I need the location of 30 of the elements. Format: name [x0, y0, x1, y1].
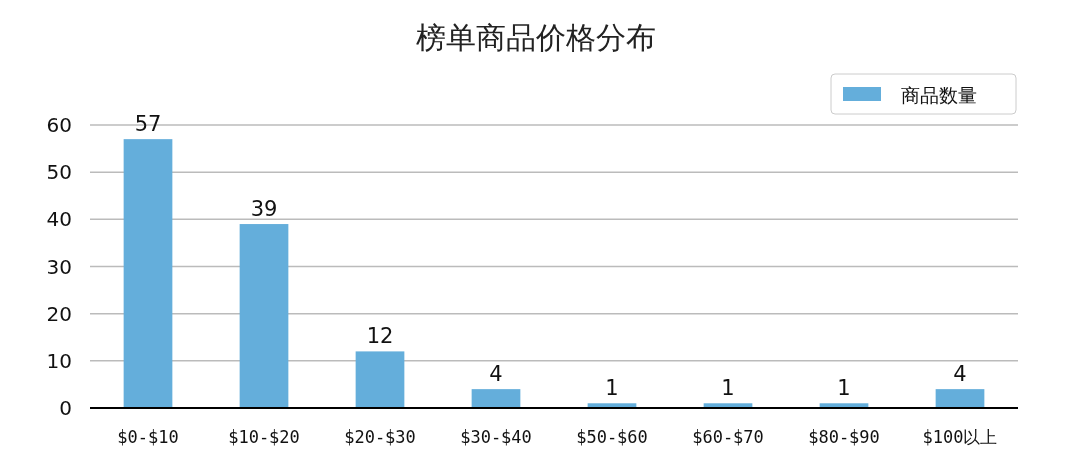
chart-title: 榜单商品价格分布	[416, 20, 656, 55]
y-tick-label: 40	[46, 207, 72, 232]
x-tick-label: $0-$10	[117, 427, 179, 447]
y-tick-label: 50	[46, 160, 72, 185]
y-tick-label: 20	[46, 301, 72, 326]
bar	[123, 139, 173, 408]
data-label: 4	[953, 362, 967, 387]
bar	[935, 389, 985, 408]
x-tick-label: $10-$20	[228, 427, 300, 447]
y-tick-label: 30	[46, 254, 72, 279]
y-tick-label: 0	[59, 396, 72, 420]
bar	[471, 389, 521, 408]
y-tick-label: 60	[46, 113, 72, 137]
data-label: 39	[250, 197, 278, 222]
bar	[239, 224, 289, 408]
legend-label: 商品数量	[901, 84, 977, 106]
data-label: 57	[134, 112, 162, 137]
x-tick-label: $50-$60	[576, 427, 648, 447]
data-label: 1	[721, 376, 735, 401]
data-label: 1	[837, 376, 851, 401]
data-label: 12	[366, 324, 394, 349]
x-tick-label: $30-$40	[460, 427, 532, 447]
x-tick-label: $80-$90	[808, 427, 880, 447]
data-label: 4	[489, 362, 503, 387]
x-tick-label: $20-$30	[344, 427, 416, 447]
y-tick-label: 10	[46, 348, 72, 373]
data-label: 1	[605, 376, 619, 401]
bar	[355, 351, 405, 408]
x-tick-label: $100以上	[922, 427, 998, 447]
x-tick-label: $60-$70	[692, 427, 764, 447]
